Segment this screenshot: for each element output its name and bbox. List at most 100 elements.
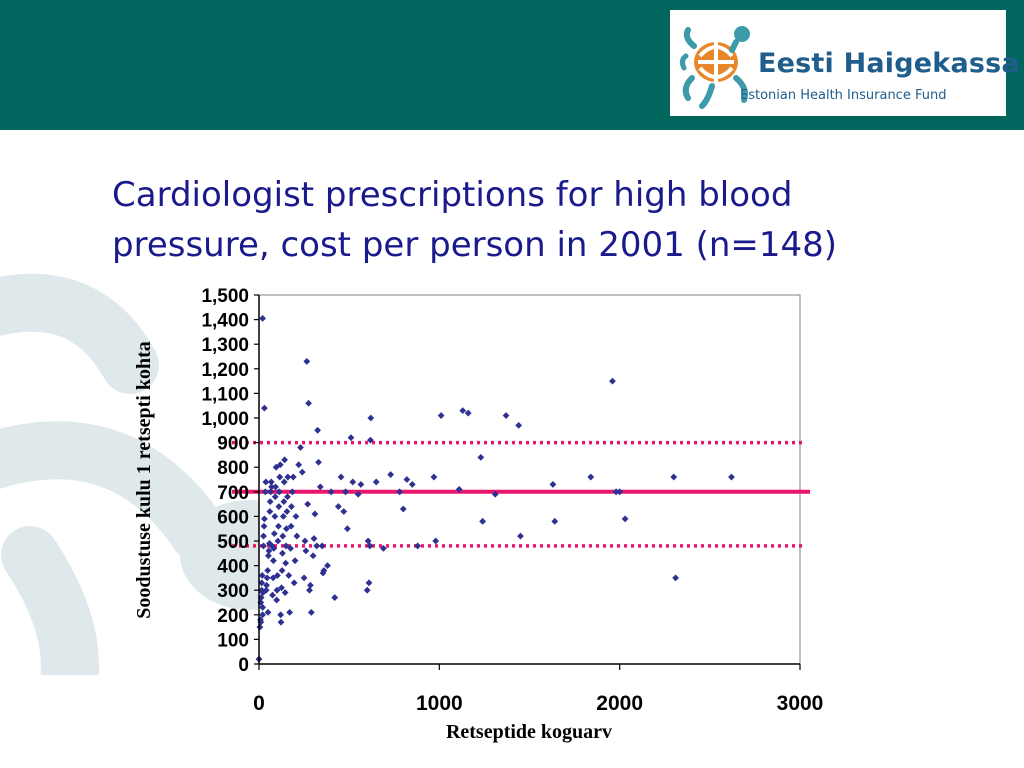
- y-tick-label: 1,200: [201, 360, 249, 381]
- data-point: [274, 537, 282, 545]
- data-point: [279, 513, 287, 520]
- data-point: [367, 436, 374, 444]
- data-point: [275, 503, 283, 510]
- data-point: [414, 542, 422, 550]
- data-point: [270, 530, 278, 538]
- data-point: [300, 574, 308, 582]
- data-point: [281, 456, 289, 464]
- y-tick-label: 1,300: [201, 335, 249, 356]
- x-axis-label: Retseptide koguarv: [446, 721, 612, 743]
- y-tick-label: 1,000: [201, 409, 249, 430]
- data-point: [264, 552, 272, 560]
- data-point: [288, 503, 295, 510]
- data-point: [502, 412, 510, 419]
- data-point: [270, 544, 278, 552]
- data-point: [266, 498, 274, 506]
- data-point: [340, 508, 348, 515]
- data-point: [259, 604, 267, 611]
- data-point: [289, 473, 297, 481]
- data-point: [477, 453, 485, 461]
- y-tick-label: 1,400: [201, 311, 249, 332]
- data-point: [279, 532, 287, 540]
- logo: Eesti Haigekassa Estonian Health Insuran…: [670, 10, 1020, 116]
- data-point: [380, 544, 387, 552]
- data-point: [301, 537, 309, 545]
- data-point: [479, 517, 487, 525]
- data-point: [273, 572, 281, 579]
- data-point: [314, 426, 322, 434]
- data-point: [306, 581, 314, 589]
- data-point: [258, 572, 266, 579]
- data-point: [264, 567, 272, 574]
- data-point: [298, 468, 306, 476]
- data-point: [287, 522, 295, 530]
- data-point: [267, 478, 275, 486]
- data-point: [363, 586, 371, 594]
- slide-title: Cardiologist prescriptions for high bloo…: [112, 170, 932, 270]
- data-point: [287, 544, 294, 552]
- y-tick-label: 1,100: [201, 384, 249, 405]
- data-point: [261, 404, 268, 412]
- data-point: [283, 525, 290, 533]
- data-point: [320, 567, 328, 574]
- logo-subtitle: Estonian Health Insurance Fund: [740, 88, 947, 103]
- data-point: [337, 473, 345, 481]
- data-point: [290, 579, 298, 587]
- data-point: [459, 407, 467, 415]
- data-point: [621, 515, 629, 523]
- y-tick-label: 500: [217, 532, 249, 553]
- data-point: [260, 532, 267, 540]
- data-point: [295, 461, 303, 469]
- data-point: [343, 525, 351, 533]
- data-point: [396, 488, 404, 496]
- data-point: [309, 552, 317, 560]
- slide-title-line-1: Cardiologist prescriptions for high bloo…: [112, 175, 793, 215]
- data-point: [728, 473, 735, 481]
- data-point: [278, 584, 285, 592]
- data-point: [262, 478, 270, 486]
- data-point: [282, 542, 290, 550]
- y-tick-label: 600: [217, 507, 249, 528]
- data-point: [267, 488, 275, 496]
- data-point: [310, 535, 318, 542]
- data-point: [261, 488, 269, 496]
- data-point: [275, 522, 282, 530]
- data-point: [265, 547, 273, 555]
- data-point: [616, 488, 624, 496]
- x-tick-label: 2000: [596, 692, 643, 715]
- data-point: [272, 483, 279, 491]
- data-point: [261, 515, 268, 523]
- data-point: [280, 498, 288, 506]
- data-point: [455, 485, 463, 493]
- data-point: [259, 611, 267, 619]
- data-point: [266, 508, 274, 515]
- data-point: [292, 513, 300, 520]
- data-point: [273, 596, 281, 604]
- y-axis-label: Soodustuse kulu 1 retsepti kohta: [133, 341, 155, 618]
- data-point: [331, 594, 339, 601]
- data-point: [305, 399, 312, 407]
- data-point: [307, 608, 315, 616]
- data-point: [262, 586, 270, 594]
- data-point: [268, 483, 276, 491]
- y-tick-label: 400: [217, 557, 249, 578]
- data-point: [609, 377, 616, 385]
- logo-name: Eesti Haigekassa: [758, 48, 1020, 79]
- data-point: [277, 618, 285, 626]
- data-point: [437, 412, 445, 419]
- data-point: [311, 510, 319, 518]
- data-point: [324, 562, 331, 569]
- data-point: [430, 473, 438, 481]
- data-point: [551, 517, 559, 525]
- y-tick-label: 1,500: [201, 286, 249, 307]
- data-point: [403, 476, 411, 483]
- y-tick-label: 200: [217, 606, 249, 627]
- data-point: [367, 414, 375, 422]
- data-point: [293, 532, 301, 540]
- x-tick-label: 1000: [416, 692, 463, 715]
- data-point: [318, 542, 326, 550]
- data-point: [313, 542, 321, 550]
- data-point: [302, 547, 310, 555]
- data-point: [284, 473, 292, 481]
